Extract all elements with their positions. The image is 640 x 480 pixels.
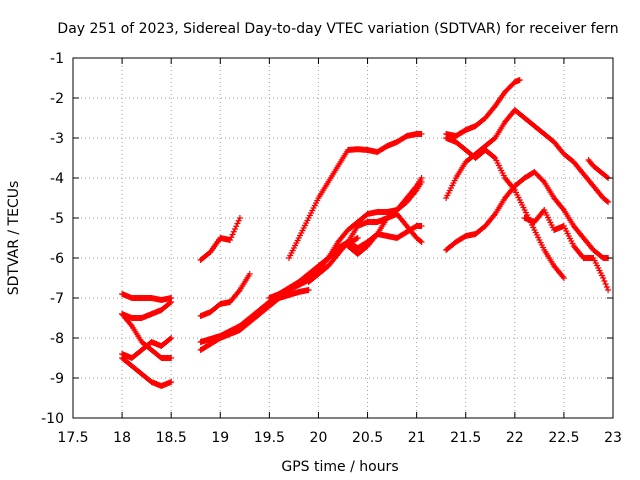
series-markers	[266, 179, 425, 301]
series-track-b1	[197, 215, 243, 263]
axis-ticks: 17.5 18 18.5 19 19.5 20 20.5 21 21.5 22 22.5 23 -10 -…	[41, 51, 622, 446]
series-track-a2	[119, 291, 175, 303]
x-axis-label: GPS time / hours	[281, 459, 398, 475]
x-tick-label: 19	[211, 430, 229, 446]
y-tick-label: -6	[50, 251, 64, 267]
series-markers	[585, 157, 612, 181]
x-tick-label: 23	[604, 430, 622, 446]
x-tick-label: 22	[506, 430, 524, 446]
series-markers	[119, 355, 175, 389]
plot-frame	[72, 57, 614, 419]
series-markers	[119, 291, 175, 303]
x-tick-label: 17.5	[57, 430, 88, 446]
x-tick-label: 20	[310, 430, 328, 446]
data-points	[119, 77, 612, 389]
series-track-a4	[119, 335, 175, 361]
series-markers	[286, 131, 425, 261]
series-markers	[197, 215, 243, 263]
series-track-d6	[585, 157, 612, 181]
x-tick-label: 21	[408, 430, 426, 446]
y-tick-label: -1	[50, 51, 64, 67]
x-tick-label: 18.5	[156, 430, 187, 446]
series-markers	[119, 335, 175, 361]
series-track-d1	[443, 77, 523, 139]
y-tick-label: -3	[50, 131, 64, 147]
x-tick-label: 20.5	[352, 430, 383, 446]
series-markers	[443, 77, 523, 139]
series-markers	[119, 311, 175, 361]
series-track-c2	[266, 179, 425, 301]
x-tick-label: 21.5	[450, 430, 481, 446]
series-track-a3	[119, 311, 175, 361]
y-tick-label: -2	[50, 91, 64, 107]
series-markers	[197, 271, 253, 319]
series-markers	[197, 287, 312, 353]
series-track-c1	[286, 131, 425, 261]
series-track-a5	[119, 355, 175, 389]
series-markers	[443, 169, 612, 261]
x-tick-label: 18	[113, 430, 131, 446]
y-tick-label: -7	[50, 291, 64, 307]
series-track-d4	[443, 135, 567, 281]
series-track-d3	[443, 169, 612, 261]
y-tick-label: -8	[50, 331, 64, 347]
y-tick-label: -4	[50, 171, 64, 187]
y-tick-label: -10	[41, 411, 64, 427]
series-track-b3	[197, 287, 312, 353]
series-track-b2	[197, 271, 253, 319]
series-track-d2	[443, 107, 612, 205]
series-markers	[344, 175, 425, 257]
grid-lines	[73, 58, 613, 418]
series-markers	[443, 107, 612, 205]
series-markers	[443, 135, 567, 281]
y-axis-label: SDTVAR / TECUs	[6, 181, 22, 296]
x-tick-label: 19.5	[254, 430, 285, 446]
chart-title: Day 251 of 2023, Sidereal Day-to-day VTE…	[57, 21, 618, 37]
series-markers	[521, 207, 612, 293]
series-track-c5	[344, 175, 425, 257]
series-track-d5	[521, 207, 612, 293]
y-tick-label: -5	[50, 211, 64, 227]
x-tick-label: 22.5	[548, 430, 579, 446]
y-tick-label: -9	[50, 371, 64, 387]
